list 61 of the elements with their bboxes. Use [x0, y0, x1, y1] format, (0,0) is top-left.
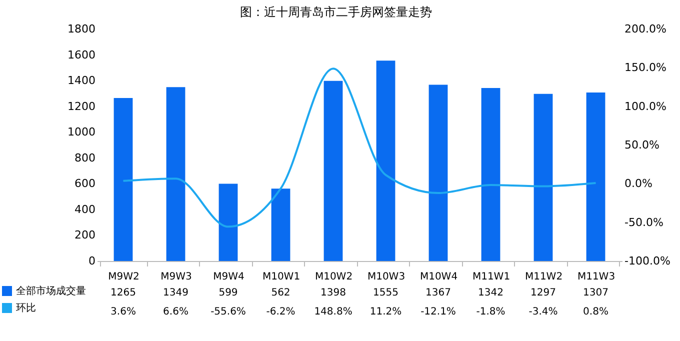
- x-tick-label: M9W2: [108, 272, 140, 282]
- bar: [271, 188, 290, 261]
- bar: [166, 87, 186, 261]
- data-label: 1265: [110, 288, 136, 298]
- y-tick-label: 200: [74, 228, 96, 242]
- y-tick-label: 1000: [68, 126, 96, 139]
- x-tick-label: M10W4: [420, 272, 458, 282]
- data-label: 1297: [530, 288, 556, 298]
- data-label: 1342: [478, 288, 504, 298]
- x-tick-label: M10W3: [367, 272, 406, 282]
- data-label: 11.2%: [370, 306, 402, 318]
- bar: [586, 92, 606, 261]
- data-label: 1349: [163, 288, 188, 298]
- data-label: 148.8%: [314, 306, 352, 318]
- data-label: -12.1%: [420, 306, 456, 318]
- line-series: [122, 68, 597, 228]
- y2-tick-label: -100.0%: [624, 254, 670, 268]
- data-label: 1555: [373, 288, 398, 298]
- y-tick-label: 1400: [68, 74, 96, 88]
- bar: [481, 88, 500, 261]
- y2-tick-label: 100.0%: [624, 100, 666, 113]
- data-label: -1.8%: [476, 306, 506, 318]
- y-tick-label: 800: [74, 151, 96, 164]
- y2-tick-label: -50.0%: [624, 216, 664, 229]
- y-tick-label: 1800: [68, 22, 96, 36]
- y2-tick-label: 0.0%: [624, 177, 652, 190]
- x-tick-label: M9W4: [213, 272, 244, 282]
- data-label: 0.8%: [583, 306, 608, 318]
- x-tick-label: M11W3: [577, 272, 616, 282]
- x-tick-label: M10W2: [314, 272, 353, 282]
- chart-title: 图：近十周青岛市二手房网签量走势: [240, 5, 432, 19]
- data-label: 1398: [320, 288, 346, 298]
- bar: [324, 80, 343, 261]
- data-label: 1367: [426, 288, 451, 298]
- x-tick-label: M10W1: [262, 272, 300, 282]
- y2-tick-label: 50.0%: [624, 138, 660, 152]
- data-label: -3.4%: [528, 306, 558, 318]
- y-tick-label: 400: [74, 202, 96, 216]
- data-label: 6.6%: [163, 306, 188, 318]
- bar: [534, 94, 553, 261]
- data-label: -55.6%: [210, 306, 246, 318]
- x-tick-label: M9W3: [160, 272, 192, 282]
- bar: [218, 184, 238, 261]
- data-label: 599: [218, 288, 238, 298]
- x-tick-label: M11W2: [524, 272, 563, 282]
- data-label: -6.2%: [266, 306, 296, 318]
- data-label: 562: [271, 288, 290, 298]
- y2-tick-label: 200.0%: [624, 22, 666, 36]
- bar: [428, 84, 448, 261]
- legend-label: 环比: [16, 302, 36, 314]
- data-label: 1307: [583, 288, 608, 298]
- x-tick-label: M11W1: [472, 272, 510, 282]
- y-tick-label: 0: [88, 254, 96, 268]
- legend-label: 全部市场成交量: [16, 285, 86, 297]
- data-label: 3.6%: [110, 306, 136, 318]
- y-tick-label: 1600: [68, 48, 96, 62]
- bar: [114, 98, 133, 261]
- y-tick-label: 600: [74, 177, 96, 190]
- bar: [376, 60, 396, 261]
- y-tick-label: 1200: [68, 100, 96, 113]
- y2-tick-label: 150.0%: [624, 61, 666, 74]
